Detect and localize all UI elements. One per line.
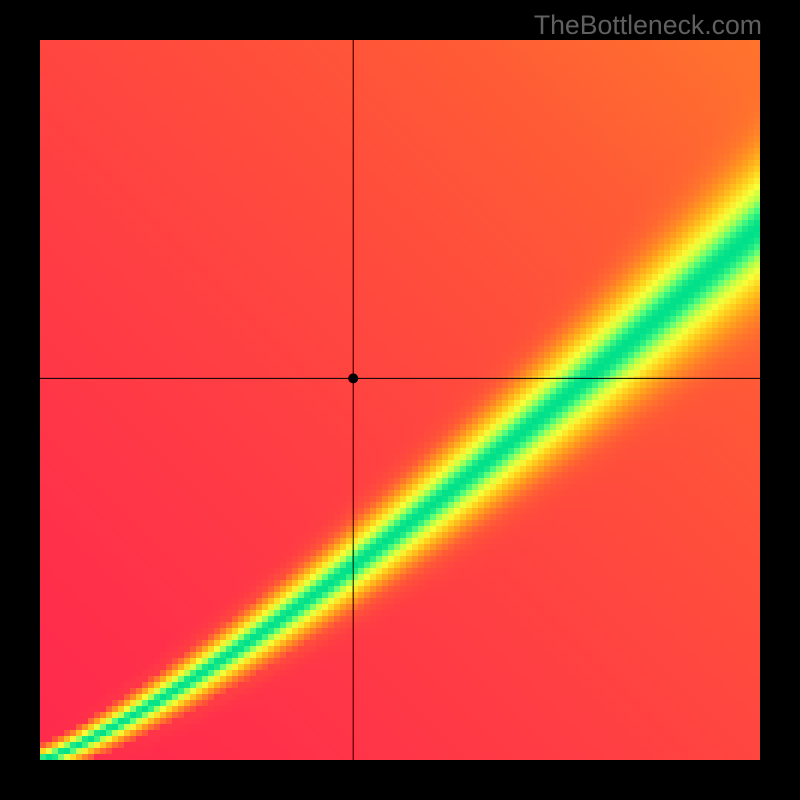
bottleneck-heatmap bbox=[40, 40, 760, 760]
stage: TheBottleneck.com bbox=[0, 0, 800, 800]
watermark-text: TheBottleneck.com bbox=[534, 10, 762, 41]
